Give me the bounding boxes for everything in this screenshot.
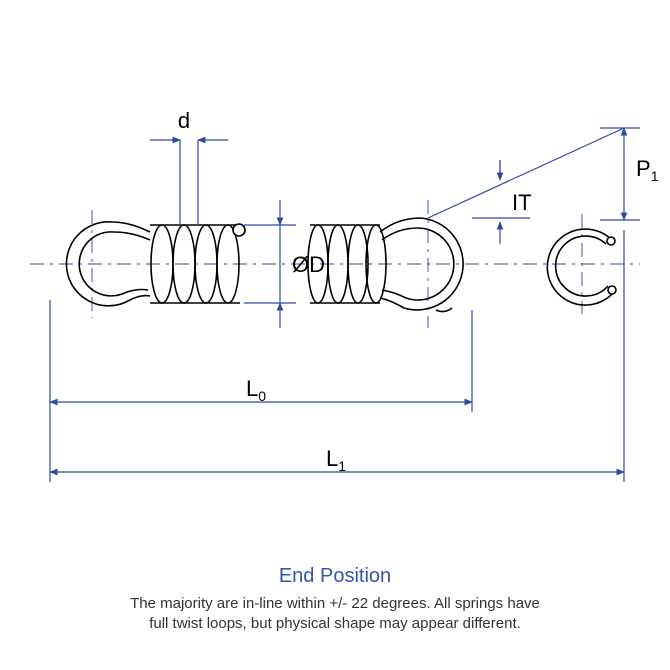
dimension-d [150,140,228,225]
caption-title: End Position [0,565,670,588]
caption-body-line1: The majority are in-line within +/- 22 d… [0,594,670,614]
label-D: ØD [292,252,325,277]
label-d: d [178,108,190,133]
caption: End Position The majority are in-line wi… [0,565,670,635]
dimension-P1 [600,128,640,220]
label-L1: L1 [326,446,346,474]
dimension-L1 [50,230,624,482]
dimension-IT [428,128,624,244]
label-IT: IT [512,190,532,215]
label-L0: L0 [246,376,266,404]
caption-body-line2: full twist loops, but physical shape may… [0,614,670,634]
coil-body-left [150,224,245,303]
label-P1: P1 [636,156,659,184]
right-hook [380,218,463,312]
spring-diagram: d ØD L0 L1 [0,0,670,560]
